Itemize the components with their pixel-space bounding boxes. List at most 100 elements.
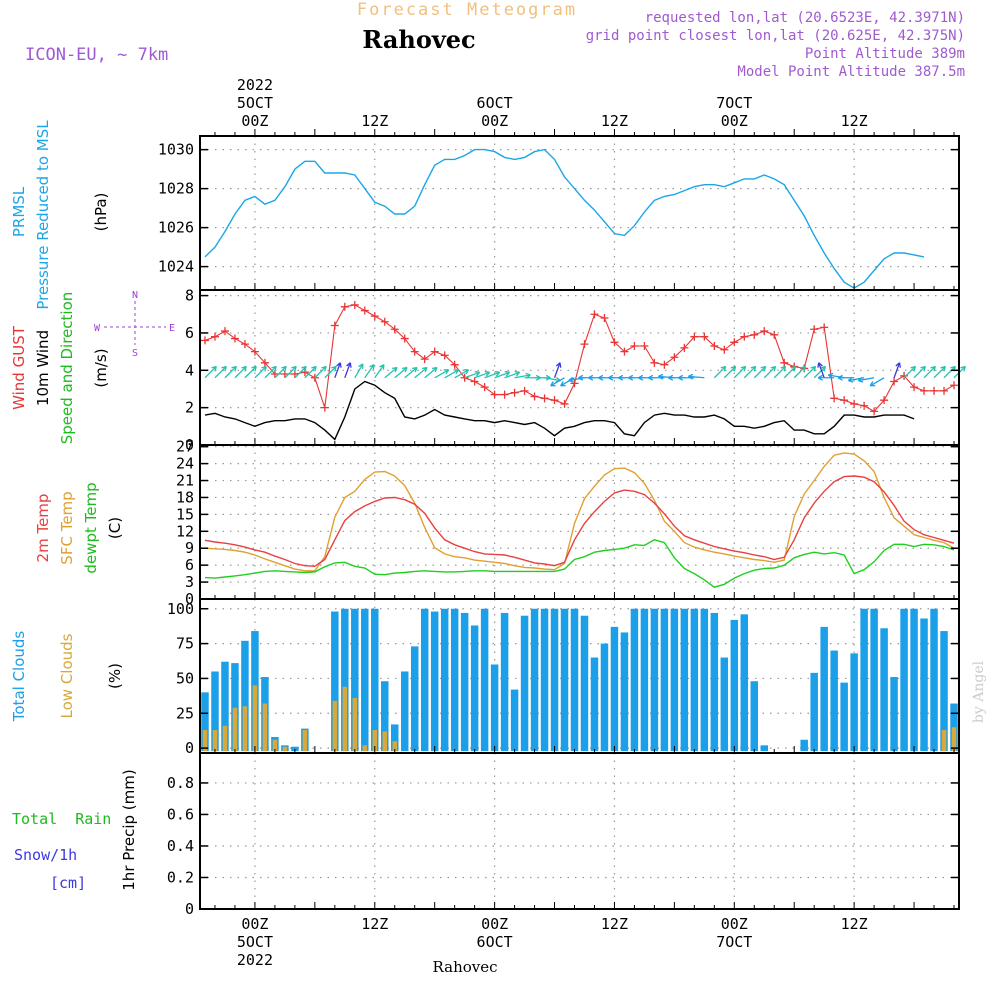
total-cloud-bar bbox=[810, 673, 817, 751]
gust-point bbox=[501, 391, 509, 399]
total-cloud-bar bbox=[581, 616, 588, 751]
top-time-label: 00Z bbox=[481, 112, 508, 130]
bottom-time-label: 00Z bbox=[721, 915, 748, 933]
pressure-label-1: PRMSL bbox=[10, 186, 28, 237]
wind-arrow bbox=[904, 366, 915, 377]
top-time-label: 12Z bbox=[841, 112, 868, 130]
temp-2m-line bbox=[205, 476, 954, 566]
total-cloud-bar bbox=[681, 609, 688, 751]
total-cloud-bar bbox=[721, 658, 728, 752]
total-cloud-bar bbox=[860, 609, 867, 751]
pressure-unit: (hPa) bbox=[92, 193, 110, 232]
gust-point bbox=[660, 361, 668, 369]
total-cloud-bar bbox=[621, 632, 628, 751]
total-cloud-bar bbox=[491, 665, 498, 752]
precip-label-rain: Total Rain bbox=[12, 810, 111, 828]
wind-arrow bbox=[764, 366, 775, 377]
point-altitude: Point Altitude 389m bbox=[805, 46, 965, 62]
low-cloud-bar bbox=[303, 730, 307, 751]
top-time-label: 00Z bbox=[241, 112, 268, 130]
model-altitude: Model Point Altitude 387.5m bbox=[737, 64, 965, 80]
top-time-label: 7OCT bbox=[716, 94, 752, 112]
precip-tick-label: 0.2 bbox=[167, 868, 194, 886]
precip-tick-label: 0.4 bbox=[167, 837, 194, 855]
precip-tick-label: 0.6 bbox=[167, 805, 194, 823]
grid-point-coords: grid point closest lon,lat (20.625E, 42.… bbox=[586, 28, 965, 44]
wind-arrow bbox=[205, 366, 216, 377]
wind-label-dir: Speed and Direction bbox=[58, 292, 76, 445]
gust-point bbox=[531, 392, 539, 400]
gust-point bbox=[481, 383, 489, 391]
gust-point bbox=[331, 321, 339, 329]
bottom-time-label: 7OCT bbox=[716, 933, 752, 951]
total-cloud-bar bbox=[930, 609, 937, 751]
wind-arrow bbox=[744, 366, 755, 377]
total-cloud-bar bbox=[471, 625, 478, 751]
cloud-tick-label: 0 bbox=[185, 739, 194, 757]
gust-point bbox=[850, 400, 858, 408]
gust-point bbox=[580, 340, 588, 348]
cloud-tick-label: 25 bbox=[176, 704, 194, 722]
total-cloud-bar bbox=[820, 627, 827, 751]
total-cloud-bar bbox=[431, 612, 438, 752]
top-time-label: 5OCT bbox=[237, 94, 273, 112]
gust-point bbox=[830, 394, 838, 402]
low-cloud-bar bbox=[253, 685, 257, 751]
total-cloud-bar bbox=[741, 614, 748, 751]
wind-arrow bbox=[944, 366, 955, 377]
cloud-tick-label: 50 bbox=[176, 669, 194, 687]
gust-point bbox=[221, 327, 229, 335]
total-cloud-bar bbox=[691, 609, 698, 751]
gust-point bbox=[341, 303, 349, 311]
top-time-label: 2022 bbox=[237, 76, 273, 94]
total-cloud-bar bbox=[611, 627, 618, 751]
sfc-temp-line bbox=[205, 453, 954, 571]
requested-coords: requested lon,lat (20.6523E, 42.3971N) bbox=[645, 10, 965, 26]
gust-point bbox=[810, 325, 818, 333]
wind-tick-label: 6 bbox=[185, 324, 194, 342]
gust-point bbox=[760, 327, 768, 335]
gust-point bbox=[201, 336, 209, 344]
cloud-tick-label: 75 bbox=[176, 635, 194, 653]
total-cloud-bar bbox=[800, 740, 807, 751]
pressure-tick-label: 1028 bbox=[158, 180, 194, 198]
compass-n: N bbox=[132, 290, 138, 301]
total-cloud-bar bbox=[910, 609, 917, 751]
pressure-tick-label: 1026 bbox=[158, 219, 194, 237]
total-cloud-bar bbox=[501, 613, 508, 751]
top-time-label: 6OCT bbox=[477, 94, 513, 112]
temp-tick-label: 3 bbox=[185, 573, 194, 591]
temp-unit: (C) bbox=[106, 517, 124, 539]
total-cloud-bar bbox=[761, 745, 768, 751]
gust-point bbox=[371, 312, 379, 320]
total-cloud-bar bbox=[890, 677, 897, 751]
meteogram-chart: Forecast Meteogram Rahovec ICON-EU, ~ 7k… bbox=[0, 0, 1000, 1000]
precip-panel-frame bbox=[200, 753, 959, 909]
temp-panel-frame bbox=[200, 445, 959, 599]
gust-point bbox=[940, 387, 948, 395]
wind-arrow bbox=[924, 366, 935, 377]
gust-point bbox=[650, 359, 658, 367]
total-cloud-bar bbox=[870, 609, 877, 751]
top-time-label: 00Z bbox=[721, 112, 748, 130]
total-cloud-bar bbox=[751, 681, 758, 751]
gust-point bbox=[431, 348, 439, 356]
wind-arrow bbox=[215, 366, 226, 377]
bottom-time-label: 00Z bbox=[481, 915, 508, 933]
dewpt-line bbox=[205, 540, 954, 587]
total-cloud-bar bbox=[361, 609, 368, 751]
low-cloud-bar bbox=[263, 704, 267, 752]
gust-point bbox=[640, 342, 648, 350]
total-cloud-bar bbox=[641, 609, 648, 751]
wind-arrow bbox=[235, 366, 246, 377]
low-cloud-bar bbox=[343, 687, 347, 751]
temp-tick-label: 24 bbox=[176, 455, 194, 473]
temp-label-dewpt: dewpt Temp bbox=[82, 482, 100, 573]
low-cloud-bar bbox=[223, 726, 227, 751]
gust-point bbox=[720, 346, 728, 354]
gust-point bbox=[740, 333, 748, 341]
wind-arrow bbox=[754, 366, 765, 377]
bottom-time-label: 12Z bbox=[841, 915, 868, 933]
gust-point bbox=[600, 314, 608, 322]
gust-point bbox=[551, 396, 559, 404]
